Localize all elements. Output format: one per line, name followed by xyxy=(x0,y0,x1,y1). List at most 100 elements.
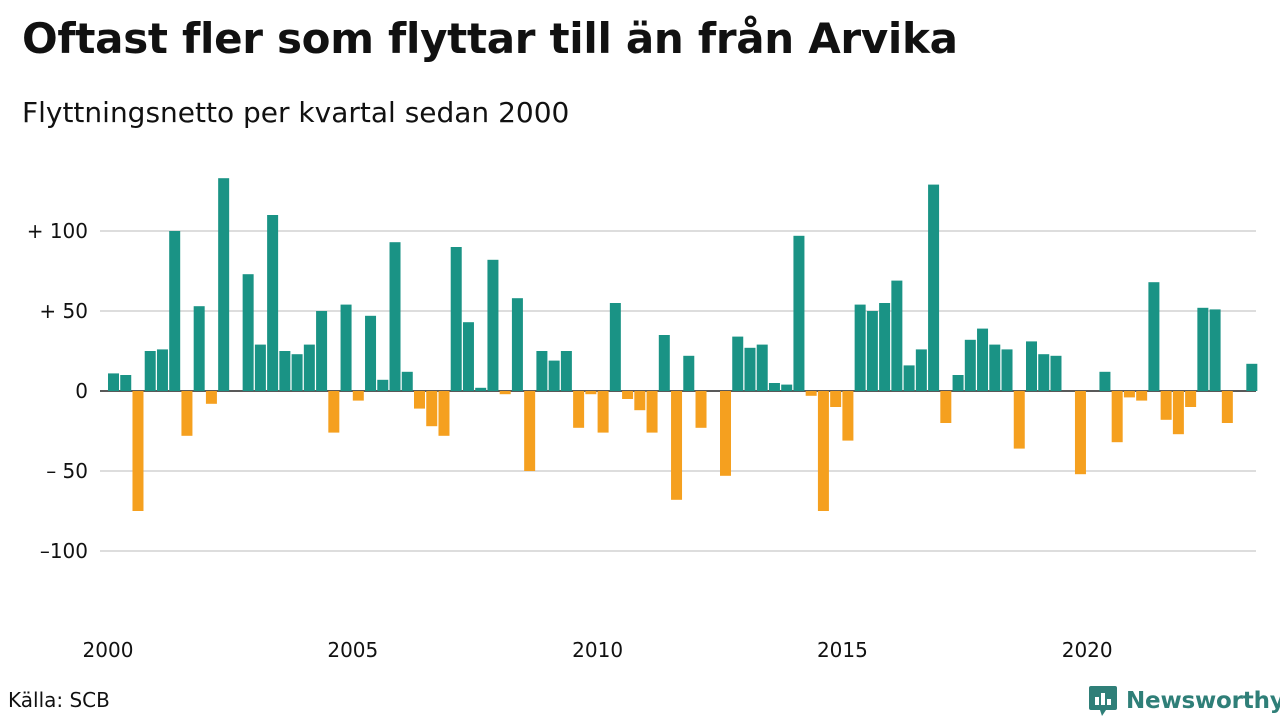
x-tick-label: 2020 xyxy=(1062,638,1113,662)
bar xyxy=(940,391,952,423)
bar xyxy=(1185,391,1197,407)
bar xyxy=(989,344,1001,391)
bar xyxy=(254,344,266,391)
bar xyxy=(193,306,205,391)
brand-logo: Newsworthy xyxy=(1088,684,1280,718)
bar xyxy=(1148,282,1160,391)
bar xyxy=(597,391,609,433)
bar xyxy=(732,336,744,391)
bar xyxy=(720,391,731,476)
bar xyxy=(1074,391,1086,475)
bar xyxy=(279,351,291,391)
bar xyxy=(658,335,670,391)
bar xyxy=(1172,391,1184,435)
bar xyxy=(352,391,364,401)
bar xyxy=(1013,391,1025,449)
bar xyxy=(132,391,144,511)
bar-chart: + 100 + 50 0 – 50 –100 2000 2005 2010 2015 2020 xyxy=(27,178,1258,662)
bar xyxy=(634,391,646,411)
bar xyxy=(903,365,915,391)
bar xyxy=(1123,391,1135,398)
x-tick-label: 2000 xyxy=(83,638,134,662)
bar xyxy=(524,391,536,471)
bar xyxy=(389,242,401,391)
bar xyxy=(1221,391,1233,423)
bar xyxy=(977,328,989,391)
bar xyxy=(1099,371,1111,391)
bar xyxy=(891,280,903,391)
bar xyxy=(756,344,768,391)
y-tick-label: + 50 xyxy=(39,299,88,323)
bar xyxy=(744,347,756,391)
bar xyxy=(1209,309,1221,391)
x-axis-labels: 2000 2005 2010 2015 2020 xyxy=(83,638,1113,662)
bar xyxy=(303,344,315,391)
source-note: Källa: SCB xyxy=(8,688,110,712)
y-tick-label: – 50 xyxy=(46,459,88,483)
bar xyxy=(1001,349,1013,391)
bar xyxy=(426,391,438,427)
bar xyxy=(267,215,279,391)
y-tick-label: + 100 xyxy=(27,219,88,243)
chart-subtitle: Flyttningsnetto per kvartal sedan 2000 xyxy=(22,96,570,129)
bar xyxy=(377,379,389,391)
y-tick-label: –100 xyxy=(40,539,88,563)
bar xyxy=(781,384,793,391)
bar xyxy=(205,391,217,404)
bar xyxy=(414,391,425,409)
bar xyxy=(805,391,817,396)
y-axis-labels: + 100 + 50 0 – 50 –100 xyxy=(27,219,88,563)
bar xyxy=(609,303,621,391)
bar xyxy=(181,391,193,436)
bar xyxy=(879,303,891,391)
bar xyxy=(365,315,377,391)
bar xyxy=(952,375,964,391)
bar xyxy=(830,391,842,407)
x-tick-label: 2010 xyxy=(572,638,623,662)
brand-name: Newsworthy xyxy=(1126,688,1280,714)
bar xyxy=(242,274,254,391)
bar xyxy=(536,351,548,391)
bar xyxy=(401,371,413,391)
chart-title: Oftast fler som flyttar till än från Arv… xyxy=(22,14,958,63)
bar xyxy=(1026,341,1037,391)
bar xyxy=(462,322,474,391)
bar xyxy=(671,391,683,500)
bar xyxy=(964,339,976,391)
bar xyxy=(573,391,585,428)
x-tick-label: 2015 xyxy=(817,638,868,662)
bar xyxy=(156,349,168,391)
newsworthy-logo-icon xyxy=(1089,686,1117,716)
bar xyxy=(683,355,695,391)
bar xyxy=(438,391,450,436)
bar xyxy=(1050,355,1062,391)
bar xyxy=(622,391,634,399)
bar xyxy=(560,351,572,391)
bar xyxy=(169,231,181,391)
bars xyxy=(108,178,1258,511)
bar xyxy=(915,349,927,391)
bar xyxy=(1160,391,1172,420)
bar xyxy=(1246,363,1258,391)
bar xyxy=(340,304,352,391)
bar xyxy=(120,375,132,391)
bar xyxy=(511,298,523,391)
bar xyxy=(450,247,462,391)
bar xyxy=(842,391,854,441)
bar xyxy=(108,373,119,391)
x-tick-label: 2005 xyxy=(327,638,378,662)
bar xyxy=(548,360,560,391)
bar xyxy=(817,391,829,511)
bar xyxy=(316,311,328,391)
bar xyxy=(695,391,707,428)
bar xyxy=(1111,391,1123,443)
bar xyxy=(144,351,156,391)
bar xyxy=(866,311,878,391)
bar xyxy=(218,178,230,391)
y-tick-label: 0 xyxy=(75,379,88,403)
bar xyxy=(854,304,866,391)
bar xyxy=(768,383,780,391)
bar xyxy=(499,391,511,395)
bar xyxy=(1038,354,1050,391)
bar xyxy=(1197,307,1209,391)
